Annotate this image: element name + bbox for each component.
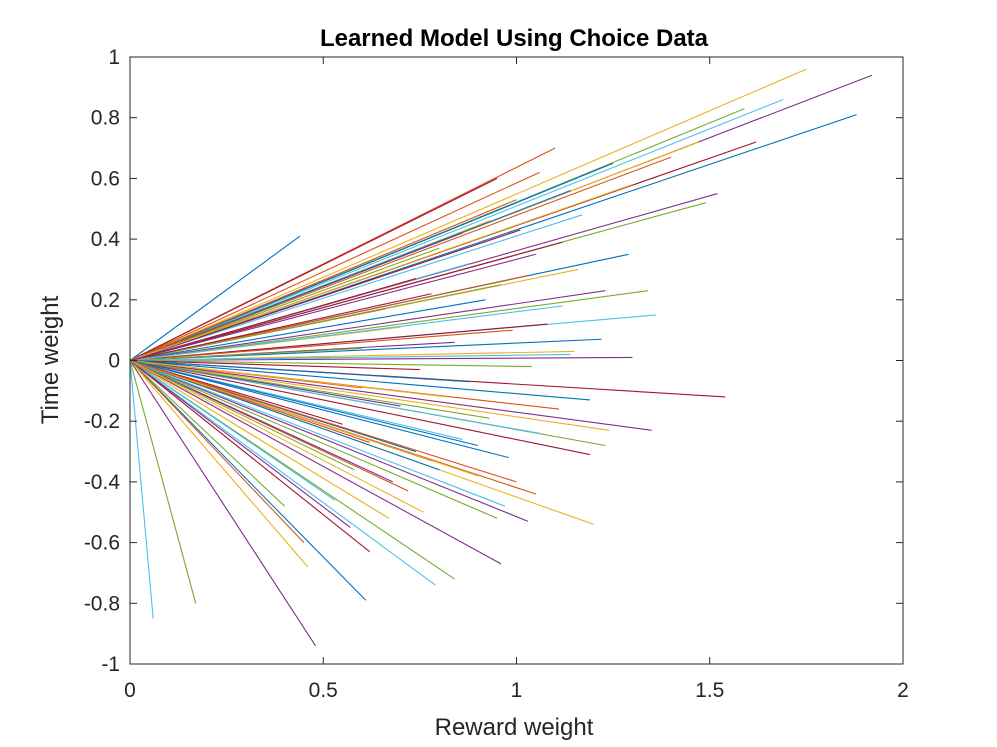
series-line-22 (129, 338, 602, 362)
chart-title: Learned Model Using Choice Data (320, 25, 709, 52)
series-line-13 (129, 214, 583, 362)
x-tick-label: 2 (897, 679, 909, 702)
x-tick-label: 1.5 (695, 679, 724, 702)
series-line-64 (129, 299, 486, 362)
x-tick-label: 1 (511, 679, 523, 702)
series-line-56 (129, 177, 498, 361)
series-line-35 (129, 359, 591, 456)
series-line-85 (129, 190, 571, 362)
x-ticks: 0 0.5 1 1.5 2 (124, 57, 909, 702)
series-line-39 (129, 359, 529, 522)
series-line-61 (129, 247, 440, 362)
series-line-81 (129, 360, 394, 483)
series-line-45 (129, 360, 390, 519)
series-line-95 (129, 360, 351, 528)
series-line-41 (129, 359, 506, 507)
y-tick-label: 0.8 (91, 107, 120, 130)
series-line-50 (129, 360, 367, 601)
y-axis-label: Time weight (37, 295, 64, 424)
y-tick-label: 0.6 (91, 167, 120, 190)
y-tick-label: -0.8 (84, 592, 120, 615)
series-line-90 (129, 305, 563, 362)
series-line-84 (129, 229, 521, 362)
series-line-80 (129, 359, 479, 477)
series-line-46 (129, 360, 502, 565)
series-line-96 (129, 360, 285, 507)
series-line-93 (129, 359, 517, 483)
y-tick-label: -0.2 (84, 410, 120, 433)
series-line-25 (129, 356, 633, 362)
series-line-57 (129, 162, 614, 362)
y-tick-label: 0.4 (91, 228, 121, 251)
series-line-1 (129, 235, 301, 361)
y-tick-label: 0.2 (91, 289, 120, 312)
series-line-87 (129, 183, 633, 362)
series-line-89 (129, 284, 502, 362)
series-line-82 (129, 360, 355, 471)
x-tick-label: 0 (124, 679, 136, 702)
x-tick-label: 0.5 (309, 679, 338, 702)
plot-lines (129, 68, 873, 647)
series-line-94 (129, 360, 424, 513)
series-line-69 (129, 356, 331, 362)
series-line-49 (129, 360, 370, 553)
series-line-88 (129, 253, 536, 362)
series-line-40 (129, 359, 498, 519)
series-line-29 (129, 359, 590, 401)
series-line-54 (129, 360, 197, 604)
series-line-43 (129, 359, 440, 471)
series-line-21 (129, 323, 548, 362)
series-line-91 (129, 293, 432, 362)
series-line-71 (129, 359, 471, 383)
series-line-18 (129, 290, 606, 362)
series-line-32 (129, 359, 652, 431)
series-line-23 (129, 329, 513, 362)
series-line-52 (129, 360, 309, 568)
series-line-68 (129, 347, 362, 362)
y-tick-label: -1 (101, 653, 120, 676)
series-line-19 (129, 290, 648, 362)
series-line-73 (129, 359, 447, 398)
y-tick-label: -0.6 (84, 532, 120, 555)
series-line-70 (129, 359, 420, 371)
series-line-51 (129, 360, 305, 543)
series-line-55 (129, 360, 154, 619)
series-line-58 (129, 199, 517, 362)
x-axis-label: Reward weight (435, 714, 594, 741)
series-line-36 (129, 359, 509, 459)
y-tick-label: -0.4 (84, 471, 121, 494)
series-line-86 (129, 156, 672, 362)
series-line-9 (129, 171, 540, 361)
series-line-92 (129, 359, 478, 447)
series-line-48 (129, 360, 436, 586)
series-line-83 (129, 360, 336, 501)
series-line-34 (129, 359, 540, 434)
series-line-31 (129, 359, 610, 431)
series-line-14 (129, 241, 564, 362)
y-tick-label: 0 (108, 350, 120, 373)
y-ticks: -1 -0.8 -0.6 -0.4 -0.2 0 0.2 0.4 0.6 0.8 1 (84, 46, 903, 676)
series-line-53 (129, 360, 316, 647)
series-line-26 (129, 359, 532, 368)
series-line-63 (129, 278, 417, 362)
series-line-6 (129, 98, 784, 362)
y-tick-label: 1 (108, 46, 120, 69)
series-line-3 (129, 68, 807, 362)
series-line-75 (129, 359, 490, 419)
